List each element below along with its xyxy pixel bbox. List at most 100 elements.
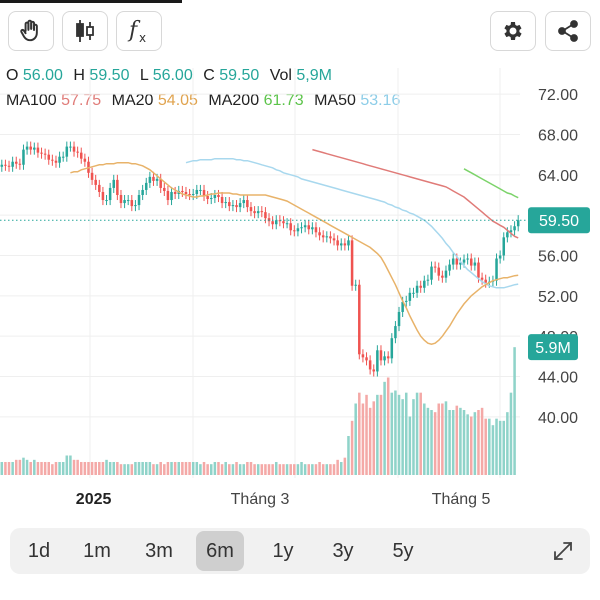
ma50-value: 53.16 (360, 92, 401, 109)
timeframe-1y[interactable]: 1y (272, 540, 294, 562)
candle-body (220, 197, 224, 204)
volume-bar (314, 464, 318, 475)
volume-bar (350, 420, 354, 475)
candle-type-button[interactable] (62, 11, 108, 51)
ohlc-legend: O 56.00 H 59.50 L 56.00 C 59.50 Vol 5,9M (6, 67, 338, 85)
volume-bar (33, 459, 36, 475)
timeframe-3y[interactable]: 3y (332, 540, 354, 562)
ma50-line (185, 157, 519, 289)
candle-body (155, 178, 159, 181)
candle-body (217, 195, 220, 198)
indicators-button[interactable]: f x (116, 11, 162, 51)
volume-bar (264, 464, 267, 475)
share-icon (558, 20, 578, 42)
candle-body (94, 179, 97, 185)
volume-bar (289, 464, 292, 475)
candle-body (202, 189, 206, 197)
candle-body (0, 164, 4, 167)
candle-body (289, 223, 292, 231)
share-button[interactable] (545, 11, 591, 51)
candle-body (238, 203, 242, 208)
volume-bar (213, 462, 217, 475)
candle-body (209, 198, 213, 200)
candle-body (282, 221, 285, 224)
volume-bar (191, 462, 195, 475)
volume-bar (336, 459, 339, 475)
ma20-value: 54.05 (157, 92, 198, 109)
volume-bar (130, 464, 134, 475)
volume-bar (69, 455, 72, 475)
high-value: 59.50 (89, 67, 130, 84)
candle-body (376, 350, 379, 372)
candle-body (22, 149, 25, 165)
settings-button[interactable] (490, 11, 536, 51)
candle-body (18, 163, 22, 165)
timeframe-6m[interactable]: 6m (196, 531, 244, 571)
gear-icon (504, 22, 522, 40)
candle-body (267, 218, 271, 222)
volume-bar (76, 459, 79, 475)
volume-bar (477, 410, 480, 475)
volume-bar (441, 403, 444, 475)
candle-body (191, 193, 195, 195)
volume-bar (220, 464, 224, 475)
volume-bar (141, 462, 144, 475)
volume-bar (455, 405, 459, 475)
volume-bar (321, 464, 325, 475)
candle-body (65, 146, 69, 157)
timeframe-1m[interactable]: 1m (83, 540, 111, 562)
volume-bar (386, 377, 390, 475)
volume-bar (368, 407, 372, 475)
volume-bar (379, 394, 383, 475)
volume-bar (506, 412, 509, 475)
high-label: H (73, 67, 85, 84)
expand-chart-button[interactable] (548, 536, 578, 566)
candle-body (506, 232, 509, 238)
timeframe-3m[interactable]: 3m (145, 540, 173, 562)
volume-bar (444, 401, 448, 475)
volume-bar (383, 381, 386, 475)
svg-text:x: x (139, 31, 146, 45)
low-label: L (139, 67, 149, 84)
price-tick-label: 44.00 (538, 370, 578, 387)
candle-body (69, 146, 72, 148)
volume-bar (415, 392, 419, 475)
candle-body (163, 187, 166, 191)
price-chart[interactable]: 72.0068.0064.0060.0056.0052.0048.0044.00… (0, 55, 600, 517)
candle-body (314, 227, 318, 233)
candle-body (256, 211, 260, 214)
candle-body (307, 225, 311, 230)
candle-body (365, 357, 368, 361)
ma100-value: 57.75 (61, 92, 102, 109)
volume-bar (235, 462, 238, 475)
candle-body (448, 264, 451, 271)
volume-bar (25, 459, 29, 475)
candle-body (29, 146, 32, 150)
candle-body (242, 200, 246, 204)
ma200-line (463, 168, 519, 199)
volume-bar (217, 462, 220, 475)
candle-body (455, 258, 459, 265)
timeframe-1d[interactable]: 1d (27, 540, 51, 562)
volume-bar (36, 462, 40, 475)
volume-bar (329, 464, 332, 475)
volume-bar (148, 462, 152, 475)
candle-body (350, 240, 354, 286)
volume-bar (181, 462, 184, 475)
low-value: 56.00 (152, 67, 193, 84)
volume-bar (170, 462, 173, 475)
hand-tool-button[interactable] (8, 11, 54, 51)
volume-bar (116, 462, 119, 475)
volume-bar (137, 462, 141, 475)
candle-body (332, 238, 336, 241)
volume-bar (358, 392, 361, 475)
candle-body (206, 196, 209, 200)
volume-bar (79, 462, 83, 475)
price-tick-label: 68.00 (538, 128, 578, 145)
timeframe-5y[interactable]: 5y (392, 540, 414, 562)
volume-bar (325, 464, 329, 475)
candle-body (513, 226, 516, 231)
volume-bar (238, 464, 242, 475)
candle-body (33, 147, 36, 150)
candle-body (415, 285, 419, 293)
